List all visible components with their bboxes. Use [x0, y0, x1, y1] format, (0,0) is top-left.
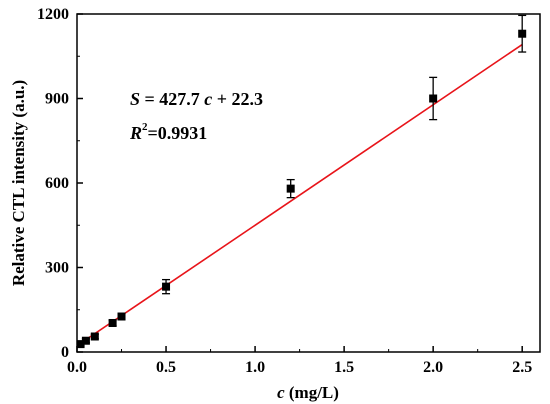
y-tick-label: 1200: [37, 6, 69, 23]
y-tick-label: 600: [45, 175, 69, 192]
y-tick-label: 900: [45, 91, 69, 108]
x-tick-label: 2.0: [423, 359, 443, 376]
plot-frame: [76, 13, 541, 353]
data-point: [518, 14, 527, 53]
data-marker: [108, 318, 117, 327]
data-point: [81, 336, 90, 345]
x-tick-label: 1.5: [334, 359, 354, 376]
x-tick-label: 0.0: [67, 359, 87, 376]
data-point: [429, 76, 438, 121]
data-point: [162, 278, 171, 295]
data-point: [90, 332, 99, 341]
plot-border: [76, 13, 541, 353]
fit-line-layer: [76, 43, 523, 347]
fit-line: [76, 43, 523, 347]
r-superscript: 2: [142, 121, 148, 133]
data-point: [108, 318, 117, 327]
equation-intercept-text: + 22.3: [212, 89, 263, 109]
y-tick-label: 300: [45, 260, 69, 277]
data-marker: [286, 184, 295, 193]
r-symbol: R: [129, 123, 142, 143]
x-tick-label: 2.5: [512, 359, 532, 376]
x-axis-title: c (mg/L): [277, 383, 339, 402]
data-point: [286, 178, 295, 199]
data-marker: [117, 312, 126, 321]
y-axis-title: Relative CTL intensity (a.u.): [9, 80, 28, 286]
equation-c-symbol: c: [204, 89, 212, 109]
x-axis: 0.0 0.5 1.0 1.5 2.0 2.5: [67, 346, 532, 376]
data-marker: [162, 282, 171, 291]
r-squared-value: =0.9931: [148, 123, 208, 143]
data-points-layer: [76, 14, 527, 349]
equation-annotation: S = 427.7 c + 22.3: [130, 89, 263, 109]
y-axis: 0 300 600 900 1200: [37, 6, 83, 361]
equation-slope-text: = 427.7: [140, 89, 204, 109]
x-tick-label: 1.0: [245, 359, 265, 376]
data-marker: [81, 336, 90, 345]
x-axis-variable: c: [277, 383, 285, 402]
data-marker: [76, 340, 85, 349]
y-tick-label: 0: [61, 344, 69, 361]
data-marker: [90, 332, 99, 341]
data-point: [117, 312, 126, 321]
x-tick-label: 0.5: [156, 359, 176, 376]
data-marker: [429, 94, 438, 103]
data-marker: [518, 29, 527, 38]
equation-s-symbol: S: [130, 89, 140, 109]
r-squared-annotation: R2=0.9931: [129, 121, 207, 143]
x-axis-unit: (mg/L): [285, 383, 339, 402]
